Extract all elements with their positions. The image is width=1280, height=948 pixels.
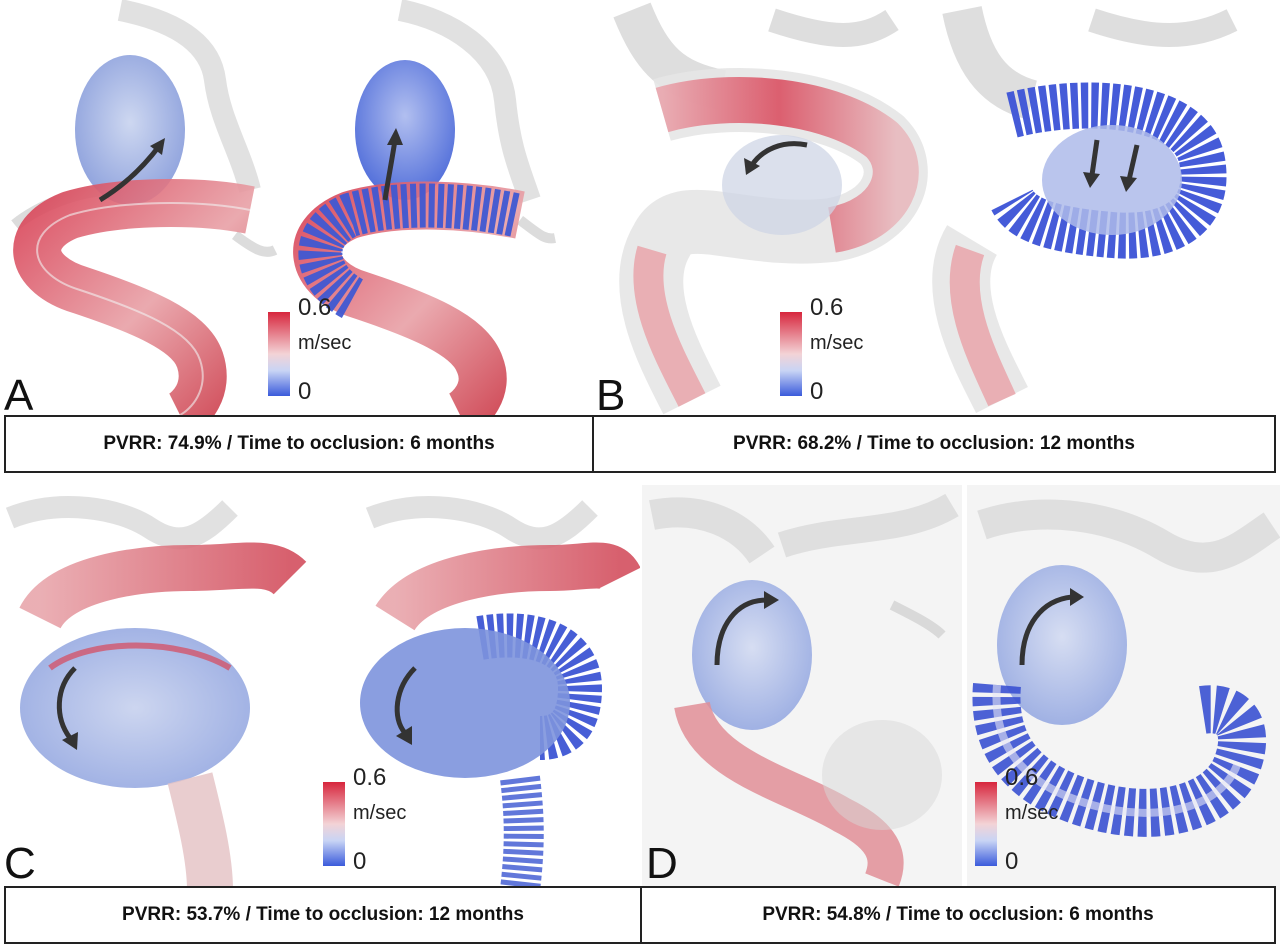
colorbar-max-label: 0.6 xyxy=(298,294,332,321)
stent-mesh xyxy=(298,183,520,320)
vessel-branch xyxy=(365,496,598,550)
flow-arrow xyxy=(749,141,808,167)
colorbar-max-label: 0.6 xyxy=(810,294,844,321)
aneurysm-sac xyxy=(692,580,812,730)
panel-letter: A xyxy=(4,371,34,420)
flow-arrow xyxy=(394,666,417,735)
vessel-branch xyxy=(889,600,946,639)
panel-letter: D xyxy=(646,839,678,888)
colorbar-unit-label: m/sec xyxy=(810,332,864,354)
aneurysm-sac xyxy=(997,565,1127,725)
vessel-branch xyxy=(649,497,775,564)
flow-arrow xyxy=(382,139,398,201)
colorbar-gradient xyxy=(975,782,997,866)
vessel-branch xyxy=(977,499,1280,573)
panel-letter: B xyxy=(596,371,626,420)
vessel-branch xyxy=(768,8,899,47)
caption-panel-d: PVRR: 54.8% / Time to occlusion: 6 month… xyxy=(640,886,1276,944)
vessel-branch xyxy=(942,5,1038,120)
parent-artery xyxy=(167,772,233,890)
colorbar-gradient xyxy=(323,782,345,866)
velocity-colorbar: 0.6 m/sec 0 xyxy=(975,764,1085,890)
stent-mesh xyxy=(500,775,544,890)
colorbar-min-label: 0 xyxy=(298,378,312,405)
flow-arrow xyxy=(1126,144,1140,181)
vessel-branch xyxy=(232,230,278,257)
panel-a-image xyxy=(0,0,590,415)
vessel-branch xyxy=(5,496,238,550)
panel-b-image xyxy=(592,0,1280,415)
aneurysm-sac xyxy=(722,135,842,235)
flow-arrow xyxy=(1089,139,1100,176)
vessel-branch xyxy=(397,0,541,204)
colorbar-unit-label: m/sec xyxy=(1005,802,1059,824)
flow-arrow xyxy=(1019,594,1073,666)
colorbar-gradient xyxy=(780,312,802,396)
colorbar-max-label: 0.6 xyxy=(353,764,387,791)
vessel-branch xyxy=(1088,8,1238,47)
colorbar-min-label: 0 xyxy=(1005,848,1019,875)
aneurysm-sac xyxy=(20,628,250,788)
colorbar-unit-label: m/sec xyxy=(298,332,352,354)
velocity-colorbar: 0.6 m/sec 0 xyxy=(268,294,378,420)
flow-arrow xyxy=(98,143,162,203)
colorbar-min-label: 0 xyxy=(810,378,824,405)
aneurysm-sac xyxy=(75,55,185,205)
colorbar-gradient xyxy=(268,312,290,396)
flow-arrow xyxy=(56,666,77,740)
vessel-branch xyxy=(117,0,261,193)
stent-mesh xyxy=(991,82,1227,259)
flow-arrow xyxy=(714,597,768,666)
colorbar-max-label: 0.6 xyxy=(1005,764,1039,791)
vessel-branch xyxy=(822,720,942,830)
parent-artery xyxy=(19,542,307,631)
aneurysm-sac xyxy=(1042,125,1182,235)
parent-artery xyxy=(13,179,255,415)
colorbar-unit-label: m/sec xyxy=(353,802,407,824)
parent-artery xyxy=(375,542,640,632)
vessel-branch xyxy=(777,493,959,558)
colorbar-min-label: 0 xyxy=(353,848,367,875)
velocity-colorbar: 0.6 m/sec 0 xyxy=(780,294,890,420)
velocity-colorbar: 0.6 m/sec 0 xyxy=(323,764,433,890)
caption-panel-c: PVRR: 53.7% / Time to occlusion: 12 mont… xyxy=(4,886,642,944)
caption-panel-a: PVRR: 74.9% / Time to occlusion: 6 month… xyxy=(4,415,594,473)
caption-panel-b: PVRR: 68.2% / Time to occlusion: 12 mont… xyxy=(592,415,1276,473)
aneurysm-sac xyxy=(360,628,570,778)
panel-letter: C xyxy=(4,839,36,888)
parent-artery xyxy=(674,700,904,887)
aneurysm-sac xyxy=(355,60,455,200)
panel-c-image xyxy=(0,478,640,890)
vessel-branch xyxy=(516,216,556,244)
panel-d-image xyxy=(642,485,1280,890)
